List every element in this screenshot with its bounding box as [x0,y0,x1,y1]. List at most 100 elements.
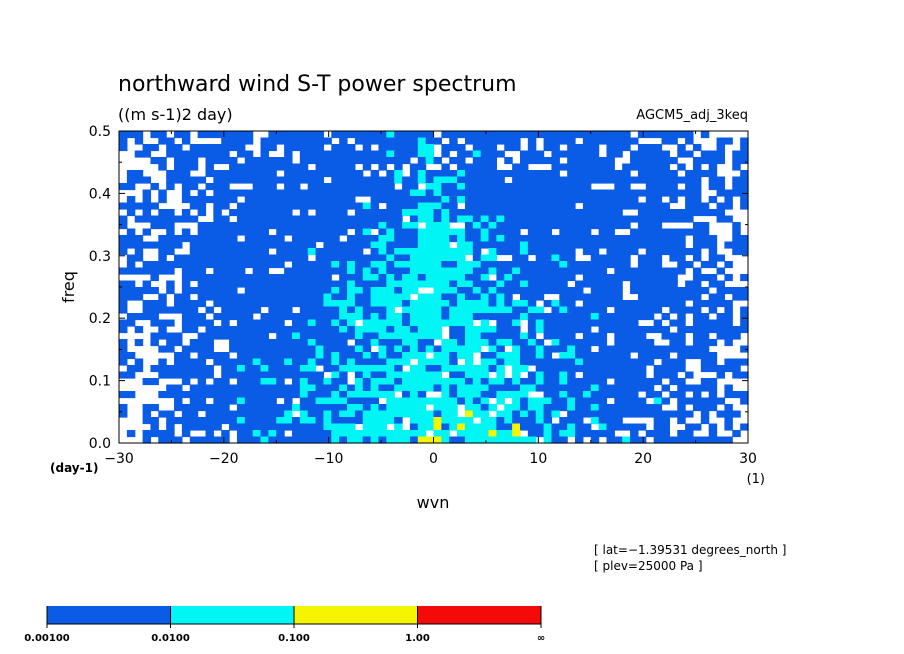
y-tick-label: 0.5 [89,124,111,140]
field-cell [197,287,207,295]
field-cell [708,404,718,412]
field-cell [417,345,427,353]
field-cell [244,423,254,431]
field-cell [260,235,269,243]
field-cell [614,248,623,256]
field-cell [197,436,207,444]
field-cell [323,365,332,373]
field-cell [158,235,167,243]
field-cell [268,436,277,444]
field-cell [315,254,325,262]
field-cell [354,287,364,295]
field-cell [331,306,340,314]
field-cell [685,137,694,145]
field-cell [299,326,309,334]
field-cell [425,332,435,340]
field-cell [378,300,387,308]
field-cell [543,274,553,282]
field-cell [582,274,592,282]
field-cell [685,326,694,334]
field-cell [244,150,254,158]
field-cell [299,423,309,431]
field-cell [354,183,364,191]
field-cell [252,339,262,347]
field-cell [504,358,513,366]
field-cell [708,391,718,399]
field-cell [535,196,545,204]
field-cell [433,306,442,314]
field-cell [630,371,639,379]
field-cell [551,423,560,431]
field-cell [614,170,623,178]
field-cell [213,267,222,275]
field-cell [457,384,466,392]
field-cell [724,137,733,145]
field-cell [724,196,733,204]
field-cell [653,131,663,139]
field-cell [244,248,254,256]
field-cell [119,267,128,275]
legend-swatch [47,606,171,624]
field-cell [700,365,710,373]
field-cell [244,222,254,230]
field-cell [441,254,450,262]
field-cell [307,228,317,236]
field-cell [370,176,380,184]
field-cell [637,326,647,334]
field-cell [708,248,718,256]
field-cell [512,170,521,178]
field-cell [339,254,348,262]
field-cell [637,404,647,412]
field-cell [402,332,411,340]
field-cell [378,280,387,288]
field-cell [488,228,497,236]
field-cell [441,378,450,386]
field-cell [685,228,694,236]
field-cell [504,430,513,438]
y-axis-label: freq [59,271,78,303]
field-cell [370,430,380,438]
field-cell [119,339,128,347]
field-cell [284,215,293,223]
field-cell [724,215,733,223]
field-cell [692,157,702,165]
field-cell [394,235,403,243]
field-cell [236,391,246,399]
field-cell [244,170,254,178]
field-cell [535,423,545,431]
field-cell [661,163,670,171]
field-cell [575,287,584,295]
field-cell [378,384,387,392]
field-cell [724,365,733,373]
field-cell [174,384,183,392]
field-cell [567,150,576,158]
field-cell [205,423,214,431]
field-cell [685,371,694,379]
field-cell [504,170,513,178]
field-cell [354,371,364,379]
field-cell [519,176,529,184]
field-cell [567,196,576,204]
field-cell [449,358,458,366]
field-cell [590,176,600,184]
field-cell [559,241,568,249]
field-cell [402,326,411,334]
field-cell [284,209,293,217]
field-cell [347,430,356,438]
field-cell [692,274,702,282]
field-cell [284,280,293,288]
field-cell [614,358,623,366]
field-cell [213,274,222,282]
field-cell [236,300,246,308]
field-cell [669,339,678,347]
field-cell [700,358,710,366]
field-cell [504,352,513,360]
field-cell [661,332,670,340]
field-cell [142,306,152,314]
field-cell [323,306,332,314]
field-cell [496,339,505,347]
field-cell [480,417,490,425]
field-cell [189,287,199,295]
field-cell [527,384,537,392]
field-cell [606,365,615,373]
